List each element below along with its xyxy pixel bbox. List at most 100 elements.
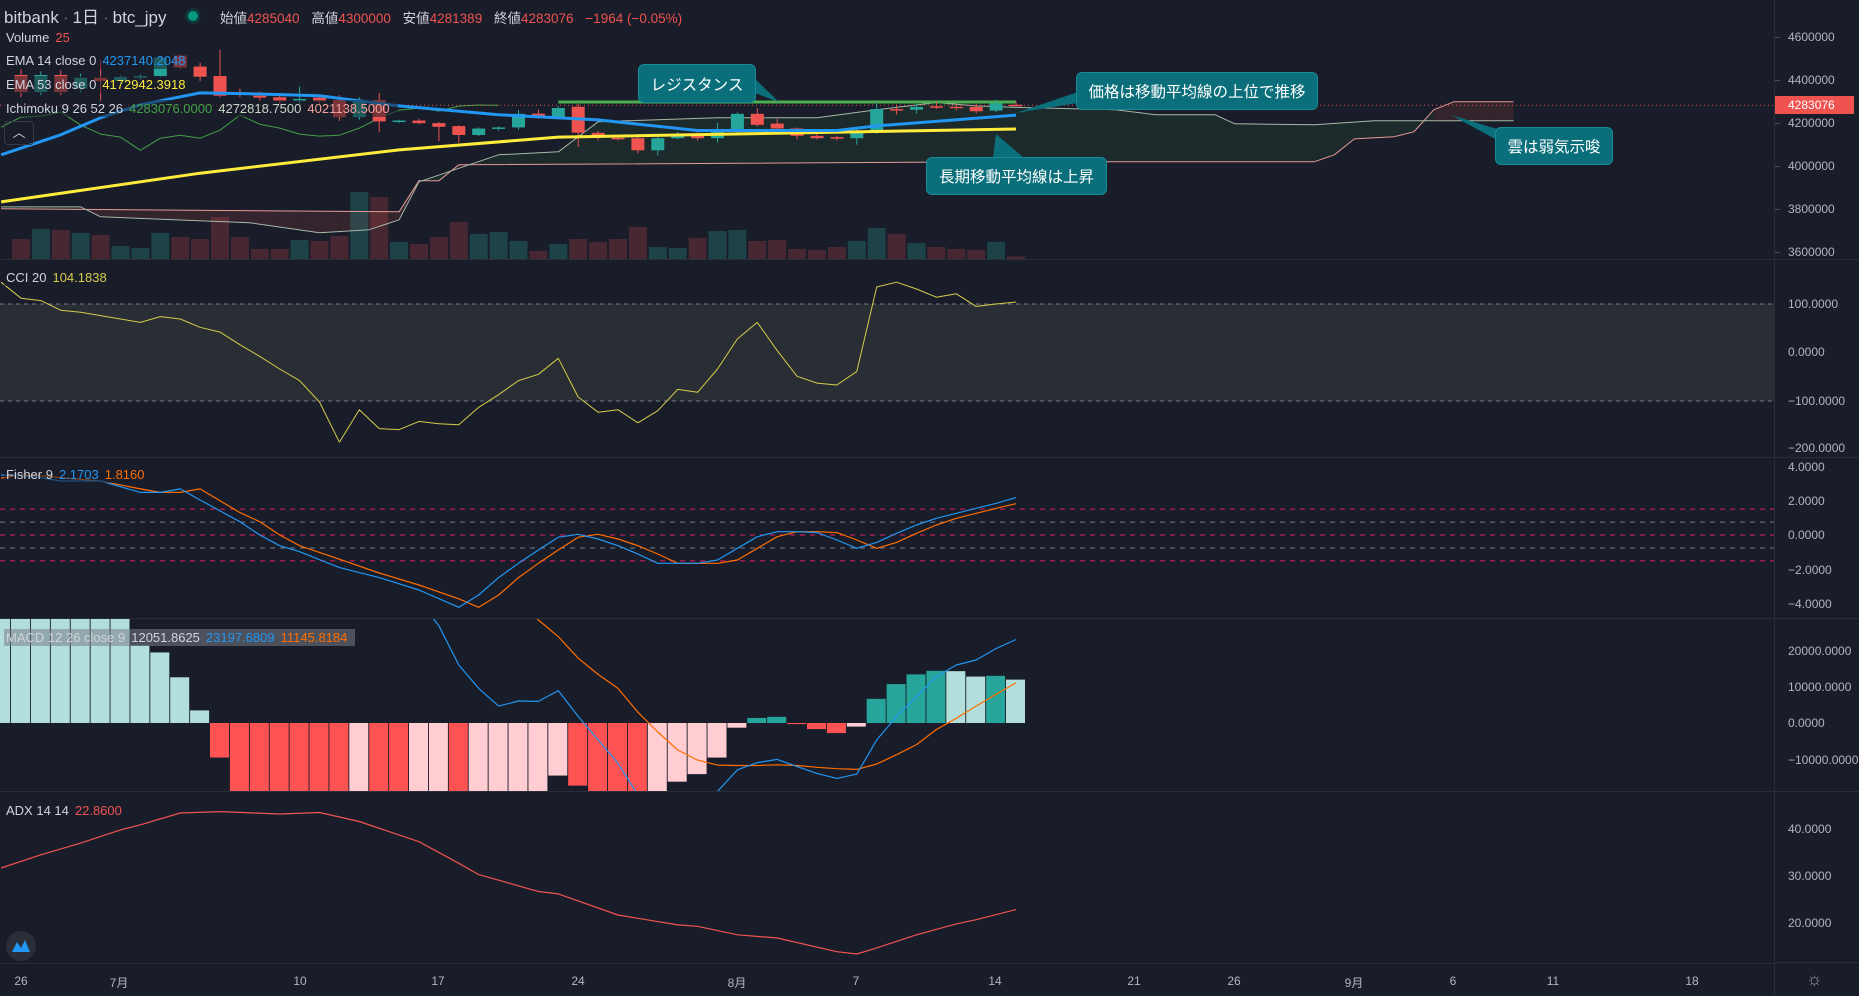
- price-pane[interactable]: [0, 0, 1774, 260]
- volume-bar: [211, 217, 229, 259]
- price-axis-label: 4000000: [1788, 159, 1835, 173]
- collapse-legend-button[interactable]: ︿: [4, 121, 34, 145]
- candle-body: [452, 126, 466, 135]
- fisher-axis-label: −4.0000: [1788, 597, 1832, 611]
- legend-ema53-name: EMA 53 close 0: [6, 77, 97, 92]
- volume-bar: [449, 222, 468, 259]
- ichimoku-cloud-segment: [697, 117, 718, 164]
- macd-histogram-bar: [846, 723, 866, 727]
- legend-adx[interactable]: ADX 14 14 22.8600: [4, 802, 130, 819]
- adx-pane[interactable]: [0, 792, 1774, 962]
- ichimoku-cloud-segment: [239, 210, 260, 225]
- macd-histogram-bar: [468, 723, 488, 791]
- cci-pane[interactable]: [0, 260, 1774, 458]
- fisher-line: [1, 474, 1017, 608]
- price-axis[interactable]: 4600000 4400000 4200000 4000000 3800000 …: [1774, 0, 1859, 995]
- legend-volume-value: 25: [55, 30, 70, 45]
- ichimoku-cloud-segment: [1175, 114, 1196, 162]
- fisher-chart[interactable]: [0, 458, 1774, 618]
- legend-ichimoku[interactable]: Ichimoku 9 26 52 26 4283076.0000 4272818.7…: [4, 100, 398, 117]
- macd-histogram-bar: [608, 723, 627, 791]
- candle-body: [969, 106, 983, 112]
- ichimoku-cloud-segment: [1334, 122, 1355, 155]
- macd-histogram-bar: [389, 723, 409, 791]
- legend-volume[interactable]: Volume 25: [4, 29, 78, 46]
- volume-bar: [191, 239, 210, 259]
- ichimoku-cloud-segment: [180, 210, 201, 221]
- volume-bar: [967, 250, 986, 259]
- candle-body: [989, 103, 1003, 111]
- ichimoku-cloud-segment: [976, 105, 997, 162]
- macd-histogram-bar: [886, 684, 906, 723]
- ichimoku-cloud-segment: [1274, 124, 1295, 162]
- macd-histogram-bar: [906, 674, 926, 723]
- time-axis[interactable]: 26 7月 10 17 24 8月 7 14 21 26 9月 6 11 18: [0, 963, 1774, 996]
- legend-ema14[interactable]: EMA 14 close 0 4237140.2048: [4, 52, 194, 69]
- high-label: 高値: [311, 11, 339, 26]
- ichimoku-cloud-segment: [1254, 124, 1275, 162]
- callout-above-ma[interactable]: 価格は移動平均線の上位で推移: [1076, 72, 1318, 110]
- macd-histogram-bar: [727, 723, 747, 728]
- cci-axis-label: −100.0000: [1788, 394, 1846, 408]
- ichimoku-cloud-segment: [578, 121, 599, 165]
- adx-chart[interactable]: [0, 792, 1774, 962]
- fisher-pane[interactable]: [0, 458, 1774, 619]
- macd-histogram-bar: [1006, 679, 1025, 723]
- ichimoku-cloud-segment: [100, 209, 121, 218]
- callout-cloud-bearish[interactable]: 雲は弱気示唆: [1495, 127, 1613, 165]
- fisher-axis-label: −2.0000: [1788, 563, 1832, 577]
- ichimoku-cloud-segment: [1075, 108, 1096, 162]
- tradingview-logo-icon[interactable]: [6, 931, 36, 961]
- time-label: 6: [1449, 974, 1457, 988]
- macd-histogram-bar: [249, 723, 269, 791]
- callout-resistance[interactable]: レジスタンス: [638, 64, 756, 103]
- cci-chart[interactable]: [0, 260, 1774, 457]
- ichimoku-cloud-segment: [538, 151, 559, 165]
- ichimoku-cloud-segment: [1374, 120, 1395, 138]
- adx-axis-label: 30.0000: [1788, 869, 1832, 883]
- interval[interactable]: 1日: [72, 8, 99, 27]
- legend-cci[interactable]: CCI 20 104.1838: [4, 269, 115, 286]
- ichimoku-cloud-segment: [936, 102, 957, 163]
- macd-signal-line: [536, 619, 1017, 770]
- exchange-name[interactable]: bitbank: [4, 8, 59, 27]
- ichimoku-cloud-segment: [1155, 114, 1176, 162]
- ichimoku-cloud-segment: [1433, 101, 1454, 121]
- logo-glyph: [12, 940, 30, 952]
- legend-ichimoku-lagging: 4283076.0000: [129, 101, 213, 116]
- legend-fisher[interactable]: Fisher 9 2.1703 1.8160: [4, 466, 153, 483]
- volume-bar: [628, 227, 647, 259]
- settings-gear-icon[interactable]: ☼: [1806, 969, 1823, 989]
- callout-cloud-text: 雲は弱気示唆: [1507, 139, 1601, 156]
- time-label: 26: [14, 974, 28, 988]
- volume-bar: [509, 241, 528, 259]
- time-label: 8月: [727, 976, 747, 990]
- macd-histogram-bar: [627, 723, 647, 791]
- volume-bar: [469, 234, 488, 259]
- macd-histogram-bar: [946, 671, 966, 723]
- ichimoku-cloud-segment: [339, 211, 360, 232]
- candle-body: [273, 97, 287, 102]
- ichimoku-cloud-segment: [478, 154, 499, 165]
- volume-bar: [907, 243, 926, 259]
- ichimoku-cloud-segment: [1493, 101, 1514, 121]
- ichimoku-cloud-segment: [299, 211, 320, 233]
- macd-histogram-bar: [210, 723, 229, 758]
- volume-bar: [51, 230, 70, 259]
- time-label: 24: [571, 974, 585, 988]
- candle-body: [412, 120, 426, 124]
- ichimoku-cloud-segment: [518, 152, 539, 165]
- legend-macd[interactable]: MACD 12 26 close 9 12051.8625 23197.6809 11…: [4, 629, 356, 646]
- price-chart[interactable]: [0, 0, 1774, 259]
- macd-histogram-bar: [986, 675, 1006, 723]
- volume-bar: [668, 248, 687, 259]
- ichimoku-cloud-segment: [1314, 123, 1335, 162]
- ichimoku-cloud-segment: [1354, 120, 1375, 139]
- legend-ema53[interactable]: EMA 53 close 0 4172942.3918: [4, 76, 194, 93]
- callout-long-ma-up[interactable]: 長期移動平均線は上昇: [926, 157, 1107, 195]
- cci-band: [0, 304, 1774, 401]
- close-value: 4283076: [520, 11, 574, 26]
- macd-histogram-bar: [568, 723, 588, 786]
- fisher-axis-label: 4.0000: [1788, 460, 1825, 474]
- symbol-name[interactable]: btc_jpy: [112, 8, 167, 27]
